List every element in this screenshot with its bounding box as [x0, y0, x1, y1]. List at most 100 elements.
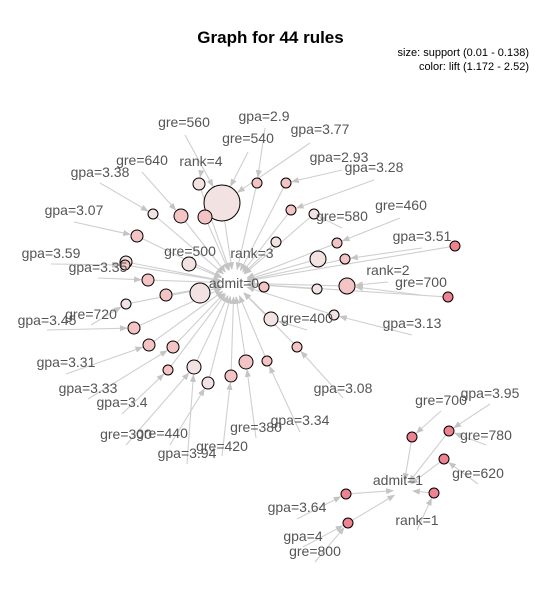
- rule-node[interactable]: [442, 291, 454, 303]
- item-label-gpa-3-45: gpa=3.45: [18, 312, 77, 328]
- rule-node[interactable]: [339, 253, 351, 265]
- item-label-gpa-2-93: gpa=2.93: [310, 149, 369, 165]
- rule-node[interactable]: [285, 204, 297, 216]
- rule-node[interactable]: [331, 237, 343, 249]
- antecedent-edge: [355, 281, 389, 288]
- antecedent-edge: [300, 350, 344, 399]
- antecedent-edge: [291, 169, 343, 184]
- item-label-gre-460: gre=460: [375, 197, 427, 213]
- antecedent-edge: [255, 127, 266, 178]
- rule-node[interactable]: [328, 309, 340, 321]
- rule-node[interactable]: [203, 184, 241, 222]
- item-label-gre-800: gre=800: [289, 543, 341, 559]
- rule-node[interactable]: [258, 281, 270, 293]
- item-label-gre-300: gre=300: [100, 426, 152, 442]
- rule-node[interactable]: [406, 431, 418, 443]
- rule-node[interactable]: [119, 259, 131, 271]
- antecedent-edge: [169, 388, 205, 446]
- consequent-edge: [195, 266, 222, 279]
- rule-node[interactable]: [308, 208, 320, 220]
- rule-node[interactable]: [438, 453, 450, 465]
- rule-node[interactable]: [342, 517, 354, 529]
- rule-node[interactable]: [238, 354, 254, 370]
- rule-node[interactable]: [120, 298, 132, 310]
- rule-node[interactable]: [338, 277, 356, 295]
- item-label-gpa-4: gpa=4: [283, 528, 323, 544]
- antecedent-edge: [448, 462, 479, 485]
- item-label-gpa-3-51: gpa=3.51: [393, 228, 452, 244]
- rule-node[interactable]: [166, 340, 180, 354]
- consequent-edge: [402, 441, 412, 481]
- rule-node[interactable]: [270, 236, 282, 248]
- item-label-gpa-3-34: gpa=3.34: [271, 412, 330, 428]
- rule-node[interactable]: [159, 288, 173, 302]
- antecedent-edge: [269, 365, 301, 433]
- consequent-edge: [410, 461, 441, 485]
- consequent-edge: [239, 187, 285, 272]
- item-label-gre-500: gre=500: [164, 243, 216, 259]
- item-label-rank-3: rank=3: [230, 245, 273, 261]
- rule-node[interactable]: [186, 359, 202, 375]
- item-label-gre-780: gre=780: [460, 427, 512, 443]
- item-label-gre-380: gre=380: [230, 419, 282, 435]
- antecedent-edge: [341, 217, 401, 242]
- edge-layer: [46, 127, 491, 563]
- item-label-gpa-3-38: gpa=3.38: [71, 164, 130, 180]
- antecedent-edge: [125, 372, 190, 446]
- antecedent-edge: [65, 346, 144, 375]
- rule-node[interactable]: [251, 177, 263, 189]
- antecedent-edge: [184, 134, 214, 187]
- color-legend: color: lift (1.172 - 2.52): [418, 61, 529, 73]
- rule-node[interactable]: [162, 364, 174, 376]
- rule-node[interactable]: [189, 282, 211, 304]
- rule-node[interactable]: [428, 487, 440, 499]
- consequent-edge: [208, 295, 232, 378]
- rule-node[interactable]: [192, 177, 206, 191]
- rule-node[interactable]: [311, 283, 323, 295]
- item-label-rank-1: rank=1: [395, 512, 438, 528]
- rule-node[interactable]: [173, 208, 189, 224]
- consequent-edge: [246, 260, 311, 281]
- consequent-edge: [170, 293, 227, 367]
- antecedent-edge: [244, 369, 257, 439]
- rule-node[interactable]: [224, 369, 238, 383]
- item-label-gpa-2-9: gpa=2.9: [239, 108, 290, 124]
- rule-node[interactable]: [340, 488, 352, 500]
- antecedent-edge: [350, 247, 423, 261]
- item-label-gre-580: gre=580: [316, 208, 368, 224]
- rule-node[interactable]: [142, 338, 156, 352]
- rule-node[interactable]: [197, 209, 213, 225]
- rule-node[interactable]: [201, 376, 215, 390]
- rule-node[interactable]: [127, 321, 141, 335]
- rule-node[interactable]: [147, 208, 159, 220]
- consequent-edge: [350, 488, 394, 495]
- antecedent-edge: [97, 276, 142, 283]
- antecedent-edge: [50, 261, 120, 268]
- consequent-edge: [238, 295, 266, 357]
- rule-node[interactable]: [130, 229, 144, 243]
- rule-node[interactable]: [181, 256, 197, 272]
- consequent-edge: [247, 246, 451, 283]
- antecedent-edge: [198, 169, 205, 178]
- consequent-edge: [408, 434, 447, 483]
- antecedent-edge: [416, 497, 432, 531]
- rule-node[interactable]: [443, 425, 455, 437]
- rule-node[interactable]: [261, 355, 273, 367]
- antecedent-edge: [73, 221, 131, 236]
- consequent-edge: [234, 296, 246, 356]
- rule-node[interactable]: [141, 273, 155, 287]
- item-label-gpa-3-59: gpa=3.59: [22, 245, 81, 261]
- antecedent-edge: [318, 216, 343, 229]
- antecedent-edge: [221, 382, 233, 457]
- rule-node[interactable]: [280, 177, 292, 189]
- rule-node[interactable]: [263, 311, 279, 327]
- antecedent-edge: [121, 373, 165, 415]
- item-label-gre-640: gre=640: [116, 152, 168, 168]
- rule-node[interactable]: [291, 341, 303, 353]
- graph-title: Graph for 44 rules: [197, 28, 344, 47]
- item-label-gre-700-b: gre=700: [415, 392, 467, 408]
- rule-node[interactable]: [449, 240, 461, 252]
- antecedent-edge: [302, 525, 344, 548]
- rule-node[interactable]: [309, 250, 327, 268]
